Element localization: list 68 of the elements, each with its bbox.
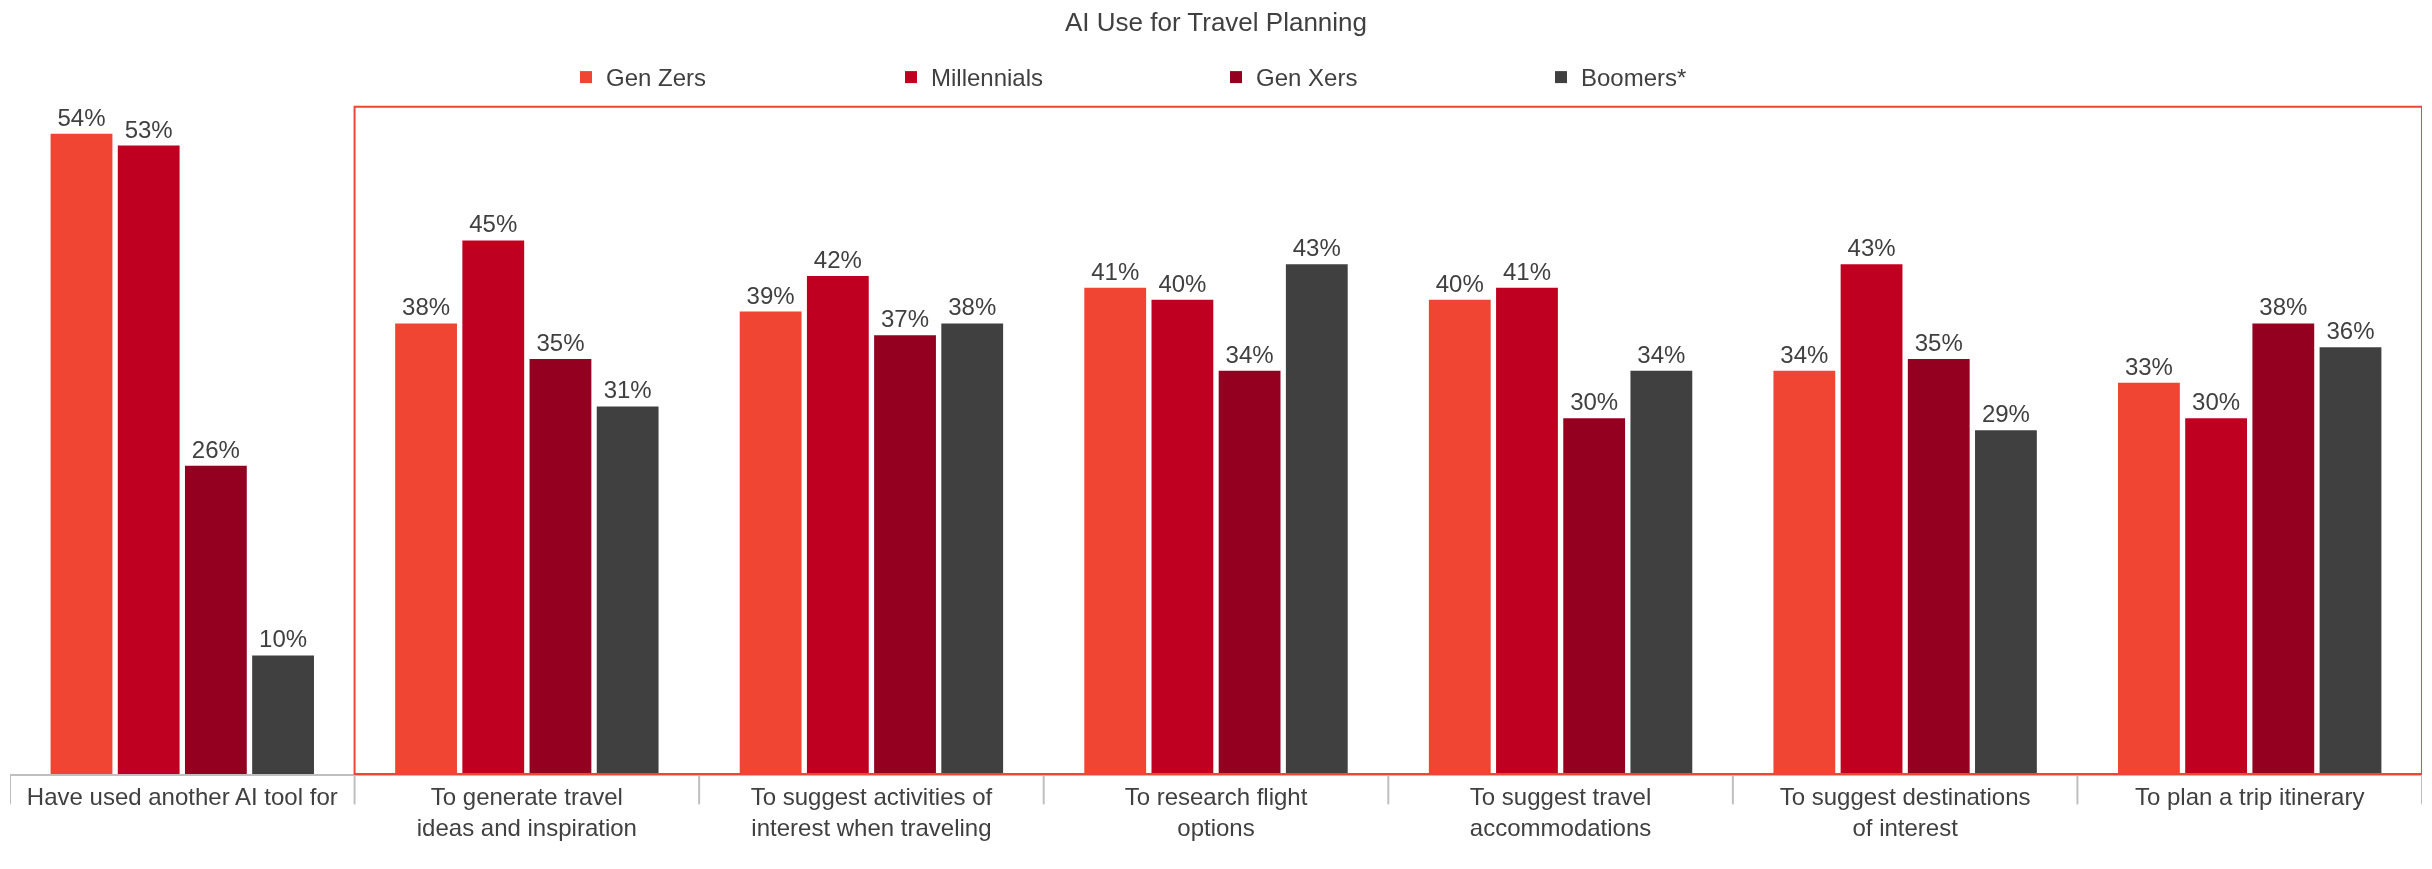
bar (1151, 299, 1214, 774)
bar (1285, 264, 1348, 774)
data-label: 10% (259, 625, 308, 653)
data-label: 43% (1292, 234, 1341, 262)
bar (1630, 370, 1693, 774)
data-label: 43% (1847, 234, 1896, 262)
bar (50, 133, 113, 774)
bar (941, 323, 1004, 774)
bar (529, 358, 592, 774)
data-label: 29% (1981, 400, 2030, 428)
data-label: 45% (469, 210, 518, 238)
bar (1773, 370, 1836, 774)
legend-label: Millennials (931, 64, 1044, 92)
data-label: 34% (1225, 340, 1274, 368)
data-label: 39% (746, 281, 795, 309)
data-label: 34% (1780, 340, 1829, 368)
bar (2118, 382, 2180, 774)
x-tick-label: To research flight options (1124, 782, 1308, 841)
data-label: 42% (813, 245, 862, 273)
data-label: 26% (191, 435, 240, 463)
data-label: 31% (603, 376, 652, 404)
bar (395, 323, 457, 774)
data-label: 54% (57, 103, 106, 131)
bar (1496, 287, 1558, 774)
bar (874, 335, 936, 774)
data-label: 40% (1158, 269, 1207, 297)
bar (596, 406, 659, 774)
bar (184, 465, 247, 774)
data-label: 30% (2192, 388, 2241, 416)
x-tick-label: Have used another AI tool for (26, 782, 338, 810)
chart-title: AI Use for Travel Planning (1064, 7, 1368, 38)
data-label: 38% (402, 293, 451, 321)
legend-label: Gen Zers (606, 64, 707, 92)
bar (252, 655, 314, 774)
bar (806, 275, 869, 774)
legend-label: Gen Xers (1256, 64, 1358, 92)
bar (462, 240, 525, 774)
bar (1907, 358, 1970, 774)
bar (1084, 287, 1147, 774)
x-tick-label: To suggest activities of interest when traveling (750, 782, 993, 841)
data-label: 37% (881, 305, 930, 333)
data-label: 33% (2124, 352, 2173, 380)
bar (2252, 323, 2315, 774)
data-label: 38% (948, 293, 997, 321)
bar (1428, 299, 1491, 774)
data-label: 40% (1435, 269, 1484, 297)
data-label: 38% (2259, 293, 2308, 321)
bar (1563, 418, 1626, 774)
x-tick-label: To generate travel ideas and inspiration (416, 782, 637, 841)
bar (2319, 347, 2382, 774)
data-label: 36% (2326, 317, 2375, 345)
data-label: 35% (536, 328, 585, 356)
bar (1218, 370, 1281, 774)
bar (1975, 430, 2037, 774)
data-label: 34% (1637, 340, 1686, 368)
data-label: 41% (1091, 257, 1140, 285)
x-tick-label: To suggest travel accommodations (1469, 782, 1652, 841)
bar (117, 145, 180, 774)
data-label: 53% (124, 115, 173, 143)
legend-label: Boomers* (1581, 64, 1687, 92)
data-label: 35% (1914, 328, 1963, 356)
x-tick-label: To suggest destinations of interest (1779, 782, 2031, 841)
bar (2185, 418, 2248, 774)
data-label: 30% (1570, 388, 1619, 416)
x-tick-label: To plan a trip itinerary (2134, 782, 2365, 810)
data-label: 41% (1502, 257, 1551, 285)
bar (739, 311, 802, 774)
bar (1840, 264, 1903, 774)
